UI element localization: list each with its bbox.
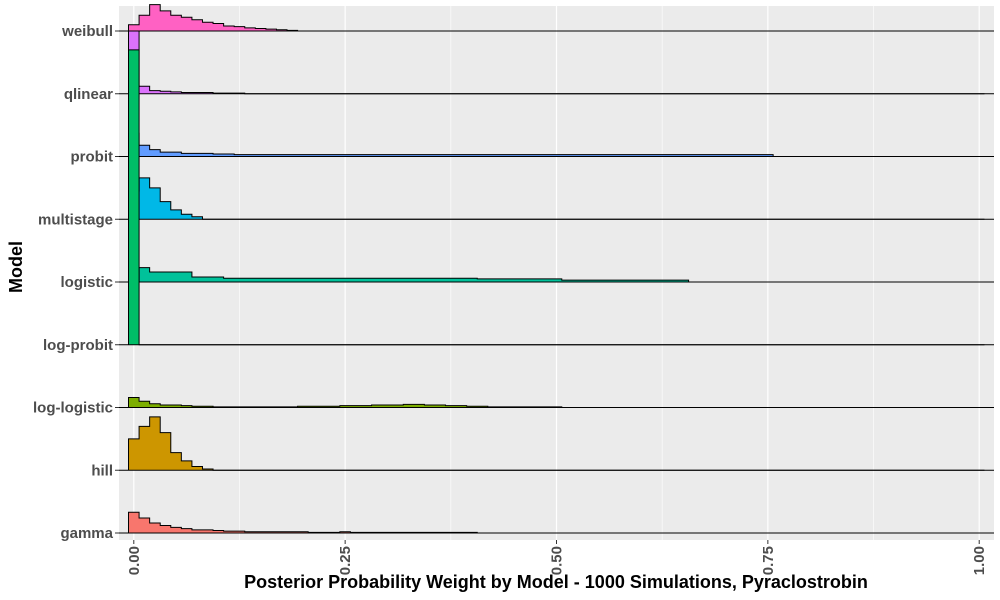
grid-lines [133,6,980,540]
y-tick-label-log-logistic: log-logistic [33,400,113,417]
y-tick-label-qlinear: qlinear [64,86,113,103]
y-tick-label-hill: hill [91,462,113,479]
x-tick-label: 0.25 [337,546,354,575]
ridge-multistage [119,177,994,220]
ridge-logistic [119,267,994,283]
y-tick-label-logistic: logistic [60,274,113,291]
x-axis-title: Posterior Probability Weight by Model - … [244,572,868,592]
y-tick-label-log-probit: log-probit [43,337,113,354]
x-tick-label: 0.00 [126,546,143,575]
y-tick-label-multistage: multistage [38,211,113,228]
ridges [119,4,994,534]
y-tick-label-gamma: gamma [60,525,113,542]
ridge-log-logistic [119,396,994,408]
y-axis-title: Model [6,241,26,293]
x-axis-ticks: 0.00 0.25 0.50 0.75 1.00 [126,540,988,575]
ridge-weibull [119,4,994,32]
x-tick-label: 0.75 [760,546,777,575]
ridge-gamma [119,511,994,534]
y-axis-ticks: weibull qlinear probit multistage logistic lo… [33,23,119,542]
x-tick-label: 1.00 [971,546,988,575]
x-tick-label: 0.50 [549,546,566,575]
y-tick-label-probit: probit [71,149,114,166]
ridge-probit [119,132,994,157]
ridge-fill-weibull [128,4,985,32]
ridge-log-probit [119,49,994,346]
y-tick-label-weibull: weibull [61,23,113,40]
ridge-hill [119,416,994,471]
ridge-qlinear [119,30,994,95]
